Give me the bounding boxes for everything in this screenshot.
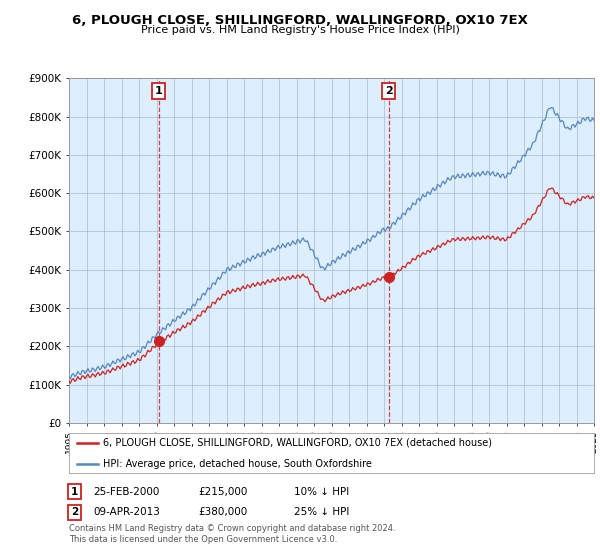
Text: 1: 1 [71, 487, 78, 497]
Text: £215,000: £215,000 [198, 487, 247, 497]
Text: 10% ↓ HPI: 10% ↓ HPI [294, 487, 349, 497]
Text: HPI: Average price, detached house, South Oxfordshire: HPI: Average price, detached house, Sout… [103, 459, 372, 469]
Text: 25% ↓ HPI: 25% ↓ HPI [294, 507, 349, 517]
Text: £380,000: £380,000 [198, 507, 247, 517]
Text: This data is licensed under the Open Government Licence v3.0.: This data is licensed under the Open Gov… [69, 535, 337, 544]
Text: 1: 1 [155, 86, 163, 96]
Text: 2: 2 [71, 507, 78, 517]
Text: 25-FEB-2000: 25-FEB-2000 [93, 487, 160, 497]
Text: 2: 2 [385, 86, 392, 96]
Text: 09-APR-2013: 09-APR-2013 [93, 507, 160, 517]
Text: 6, PLOUGH CLOSE, SHILLINGFORD, WALLINGFORD, OX10 7EX: 6, PLOUGH CLOSE, SHILLINGFORD, WALLINGFO… [72, 14, 528, 27]
Text: Contains HM Land Registry data © Crown copyright and database right 2024.: Contains HM Land Registry data © Crown c… [69, 524, 395, 533]
Text: 6, PLOUGH CLOSE, SHILLINGFORD, WALLINGFORD, OX10 7EX (detached house): 6, PLOUGH CLOSE, SHILLINGFORD, WALLINGFO… [103, 438, 492, 448]
Text: Price paid vs. HM Land Registry's House Price Index (HPI): Price paid vs. HM Land Registry's House … [140, 25, 460, 35]
